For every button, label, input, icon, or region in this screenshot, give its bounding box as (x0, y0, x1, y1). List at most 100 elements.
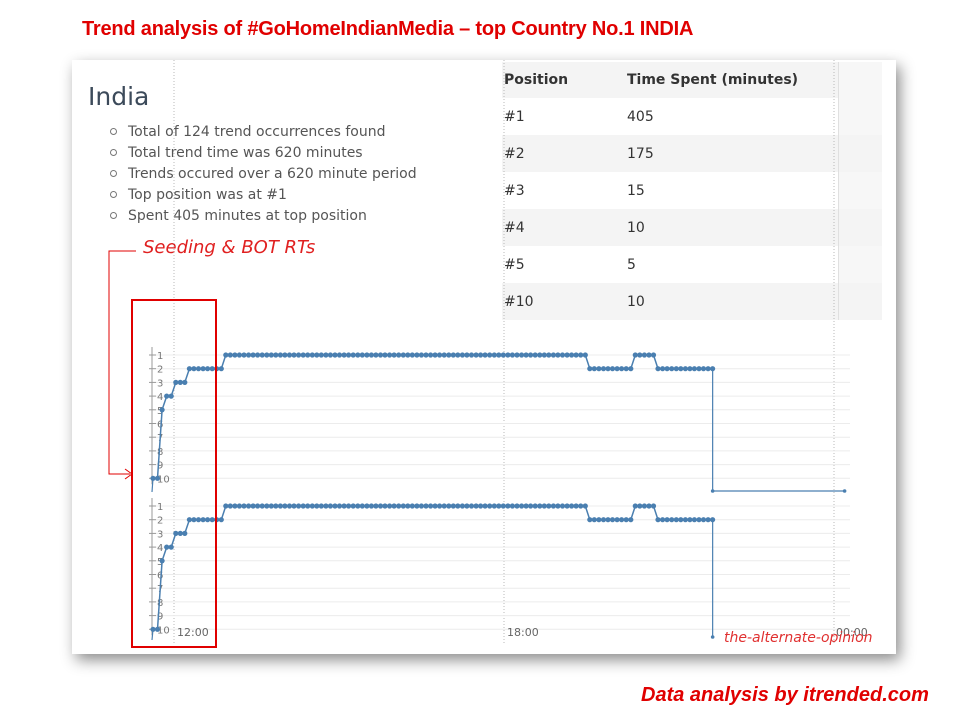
data-point (682, 517, 689, 523)
data-point (191, 517, 197, 523)
x-tick-label: 00:00 (836, 626, 868, 639)
data-point (341, 352, 347, 358)
data-point (296, 352, 302, 358)
data-point (555, 503, 561, 509)
data-point (309, 352, 315, 358)
data-point (519, 352, 525, 358)
data-point (441, 352, 447, 358)
data-point (209, 517, 215, 523)
y-tick-label: 2 (157, 365, 163, 376)
trend-panel: India Total of 124 trend occurrences fou… (72, 60, 896, 654)
data-point (650, 503, 657, 509)
bullet-icon (110, 212, 117, 219)
data-point (655, 366, 661, 372)
data-point (255, 503, 261, 509)
credit-footer: Data analysis by itrended.com (641, 684, 929, 706)
data-point (678, 517, 684, 523)
data-point (509, 503, 515, 509)
data-point (346, 352, 352, 358)
data-point (327, 503, 333, 509)
data-point (232, 352, 238, 358)
data-point (305, 503, 311, 509)
data-point (382, 352, 388, 358)
table-row: #3 15 (502, 172, 882, 209)
data-point (368, 503, 374, 509)
data-point (569, 352, 575, 358)
series-tail-line (712, 368, 845, 492)
data-point (664, 517, 670, 523)
data-point (696, 517, 702, 523)
data-point (236, 503, 242, 509)
data-point (355, 352, 361, 358)
y-tick-label: 2 (157, 516, 163, 527)
data-point (195, 366, 202, 372)
data-point (277, 503, 283, 509)
data-point (569, 503, 575, 509)
data-point (387, 352, 393, 358)
y-tick-label: 9 (157, 461, 163, 472)
fact-text: Top position was at #1 (128, 187, 287, 203)
data-point (555, 352, 561, 358)
data-point (159, 407, 165, 413)
data-point (646, 352, 652, 358)
data-point (464, 352, 470, 358)
data-point (523, 503, 529, 509)
position-cell: #1 (504, 108, 525, 125)
data-point (432, 352, 438, 358)
data-point (582, 352, 588, 358)
data-point (296, 503, 302, 509)
data-point (842, 489, 847, 493)
data-point (550, 503, 556, 509)
data-point (218, 517, 224, 523)
data-point (600, 366, 607, 372)
y-tick-label: 1 (157, 351, 163, 362)
data-point (564, 503, 570, 509)
data-point (455, 352, 461, 358)
data-point (409, 352, 415, 358)
data-point (600, 517, 607, 523)
data-point (482, 503, 488, 509)
data-point (446, 503, 452, 509)
data-point (346, 503, 352, 509)
data-point (673, 517, 679, 523)
data-point (327, 352, 333, 358)
data-point (710, 489, 715, 493)
data-point (391, 503, 397, 509)
series-line (153, 505, 713, 631)
data-point (236, 352, 242, 358)
data-point (500, 352, 506, 358)
data-point (528, 352, 534, 358)
data-point (205, 366, 211, 372)
data-point (637, 503, 643, 509)
data-point (573, 503, 579, 509)
position-cell: #3 (504, 182, 525, 199)
data-point (273, 503, 279, 509)
data-point (468, 503, 475, 509)
data-point (227, 352, 233, 358)
data-point (614, 517, 620, 523)
data-point (532, 352, 538, 358)
data-point (173, 379, 179, 385)
data-point (473, 352, 479, 358)
data-point (377, 352, 384, 358)
data-point (519, 503, 525, 509)
seeding-annotation: Seeding & BOT RTs (143, 237, 316, 258)
data-point (359, 503, 365, 509)
fact-text: Trends occured over a 620 minute period (128, 166, 417, 182)
data-point (650, 352, 657, 358)
data-point (223, 352, 229, 358)
data-point (578, 352, 584, 358)
data-point (336, 352, 343, 358)
data-point (632, 503, 638, 509)
data-point (660, 366, 666, 372)
y-tick-label: 3 (157, 529, 163, 540)
data-point (623, 366, 629, 372)
data-point (582, 503, 588, 509)
data-point (241, 352, 247, 358)
data-point (623, 517, 629, 523)
bullet-icon (110, 149, 117, 156)
country-heading: India (88, 82, 150, 111)
data-point (164, 393, 170, 399)
data-point (336, 503, 343, 509)
data-point (400, 352, 406, 358)
